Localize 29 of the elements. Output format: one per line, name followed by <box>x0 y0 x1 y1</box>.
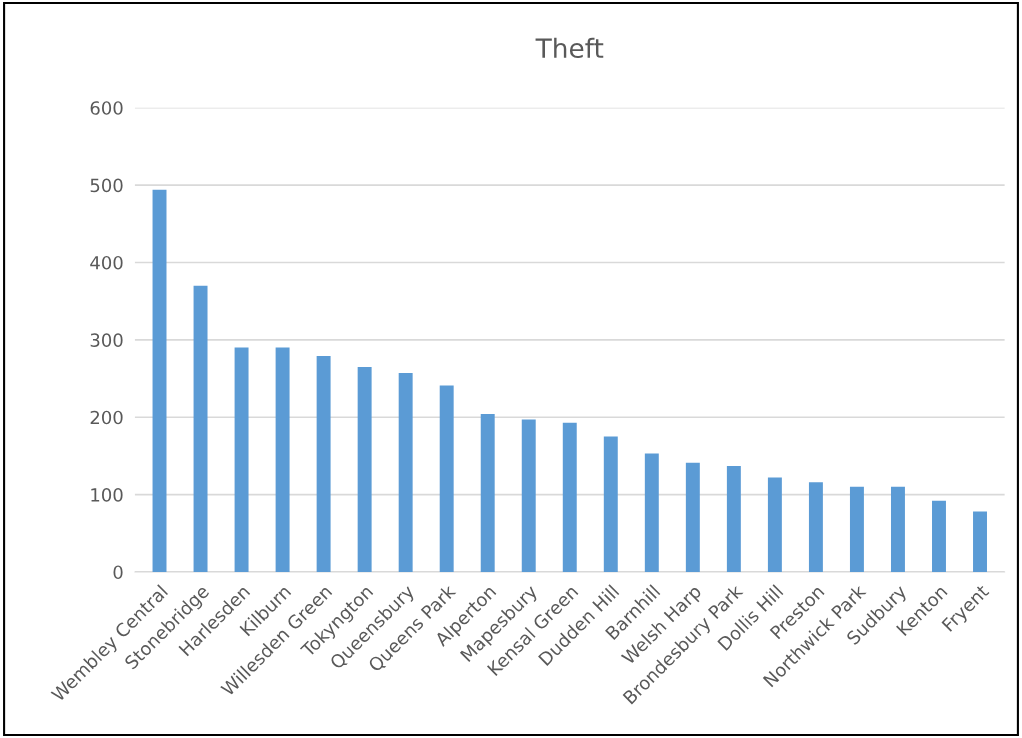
y-tick-label: 100 <box>91 488 123 502</box>
chart-title: Theft <box>535 37 604 59</box>
bar <box>316 356 331 572</box>
bar <box>603 436 618 572</box>
y-tick-label: 300 <box>90 333 123 347</box>
bar <box>767 477 782 572</box>
bar <box>234 347 249 572</box>
bar <box>685 462 700 572</box>
bar <box>644 453 659 572</box>
bar <box>849 486 864 572</box>
bar <box>973 511 987 572</box>
bar <box>562 422 577 572</box>
bar <box>398 373 413 572</box>
bar <box>521 419 536 572</box>
y-tick-label: 400 <box>90 255 123 270</box>
bar <box>152 189 167 572</box>
bar <box>357 366 372 572</box>
y-tick-label: 600 <box>90 101 123 115</box>
bar <box>480 414 495 572</box>
y-tick-label: 0 <box>113 565 123 580</box>
bar <box>808 482 823 572</box>
y-tick-label: 500 <box>90 178 123 193</box>
bar <box>932 500 946 572</box>
y-tick-label: 200 <box>90 410 123 425</box>
bar <box>890 486 905 572</box>
bar <box>439 385 454 572</box>
bar <box>275 347 290 572</box>
bar <box>726 465 741 572</box>
bar <box>193 285 208 572</box>
